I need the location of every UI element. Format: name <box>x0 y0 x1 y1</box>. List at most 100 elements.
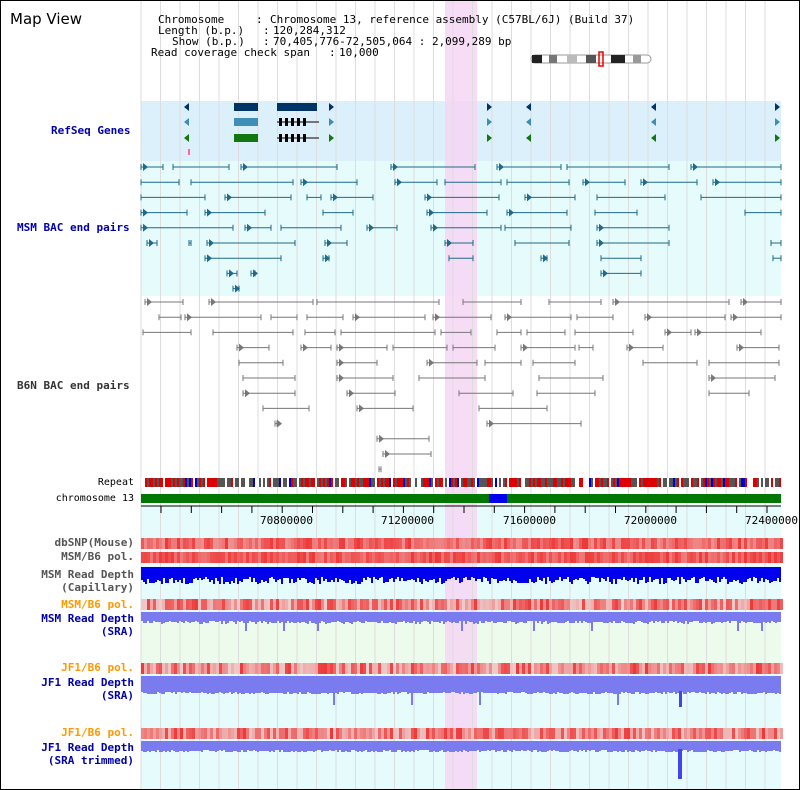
polymorphism-cell <box>447 552 450 563</box>
depth-bar <box>673 612 675 622</box>
depth-bar <box>423 676 425 694</box>
polymorphism-cell <box>732 538 735 549</box>
gene-strand-arrow <box>184 134 189 142</box>
depth-bar <box>629 676 631 693</box>
chromosome-ideogram[interactable] <box>530 51 652 67</box>
track-label-msm-b6-pol-sra[interactable]: MSM/B6 pol. <box>61 598 134 611</box>
depth-bar <box>523 612 525 623</box>
polymorphism-cell <box>501 538 504 549</box>
depth-bar <box>367 567 369 577</box>
depth-bar <box>249 567 251 577</box>
polymorphism-cell <box>222 663 225 674</box>
track-label-msm-bac[interactable]: MSM BAC end pairs <box>17 221 130 234</box>
polymorphism-cell <box>363 552 366 563</box>
polymorphism-cell <box>465 663 468 674</box>
depth-bar <box>185 676 187 693</box>
polymorphism-cell <box>624 538 627 549</box>
track-label-jf1-b6-pol-2[interactable]: JF1/B6 pol. <box>61 726 134 739</box>
depth-bar <box>195 741 197 751</box>
polymorphism-cell <box>678 538 681 549</box>
depth-bar <box>195 567 197 578</box>
depth-bar <box>625 676 627 692</box>
depth-bar <box>699 741 701 752</box>
track-label-msm-depth-sra[interactable]: MSM Read Depth <box>41 612 134 625</box>
polymorphism-cell <box>780 728 783 739</box>
polymorphism-cell <box>483 663 486 674</box>
polymorphism-cell <box>462 599 465 610</box>
polymorphism-cell <box>426 538 429 549</box>
depth-bar <box>169 676 171 692</box>
depth-bar <box>167 741 169 751</box>
polymorphism-cell <box>510 538 513 549</box>
depth-bar <box>535 567 537 582</box>
track-label-b6n-bac[interactable]: B6N BAC end pairs <box>17 379 130 392</box>
bac-end <box>739 343 744 352</box>
polymorphism-cell <box>153 552 156 563</box>
repeat-mark <box>441 478 443 487</box>
depth-bar <box>545 567 547 584</box>
repeat-mark <box>225 478 227 487</box>
polymorphism-cell <box>708 552 711 563</box>
track-label-refseq[interactable]: RefSeq Genes <box>51 124 131 137</box>
depth-bar <box>543 676 545 692</box>
polymorphism-cell <box>297 552 300 563</box>
polymorphism-cell <box>216 599 219 610</box>
polymorphism-cell <box>603 538 606 549</box>
polymorphism-cell <box>558 599 561 610</box>
depth-bar <box>199 612 201 624</box>
polymorphism-cell <box>159 538 162 549</box>
polymorphism-cell <box>264 663 267 674</box>
depth-bar <box>159 741 161 752</box>
depth-bar <box>255 676 257 693</box>
depth-bar <box>567 567 569 577</box>
depth-bar <box>461 676 463 692</box>
depth-bar <box>281 741 283 750</box>
track-label-jf1-b6-pol[interactable]: JF1/B6 pol. <box>61 661 134 674</box>
repeat-mark <box>215 478 217 487</box>
depth-bar <box>159 612 161 622</box>
polymorphism-cell <box>759 538 762 549</box>
read-depth-tracks <box>141 567 781 779</box>
show-value: 70,405,776-72,505,064 : 2,099,289 bp <box>273 35 512 48</box>
depth-bar <box>259 676 261 693</box>
depth-bar <box>679 567 681 584</box>
depth-bar <box>651 676 653 693</box>
depth-bar <box>229 676 231 692</box>
track-label-msm-b6-pol[interactable]: MSM/B6 pol. <box>61 550 134 563</box>
track-label-dbsnp[interactable]: dbSNP(Mouse) <box>54 536 134 549</box>
polymorphism-cell <box>477 663 480 674</box>
polymorphism-cell <box>459 728 462 739</box>
depth-bar <box>537 741 539 752</box>
repeat-mark <box>145 478 147 487</box>
depth-bar <box>673 676 675 692</box>
depth-spike <box>678 749 682 779</box>
depth-bar <box>449 567 451 579</box>
polymorphism-cell <box>339 538 342 549</box>
polymorphism-cell <box>387 552 390 563</box>
depth-bar <box>329 676 331 693</box>
polymorphism-cell <box>597 663 600 674</box>
track-label-jf1-depth-trim[interactable]: JF1 Read Depth <box>41 741 134 754</box>
depth-bar <box>669 612 671 621</box>
depth-bar <box>405 741 407 752</box>
repeat-mark <box>735 478 737 487</box>
polymorphism-cell <box>627 552 630 563</box>
polymorphism-cell <box>258 663 261 674</box>
depth-bar <box>631 676 633 694</box>
polymorphism-cell <box>345 552 348 563</box>
depth-bar <box>549 741 551 750</box>
depth-bar <box>527 612 529 621</box>
bac-end <box>715 178 720 187</box>
track-label-jf1-depth-sra[interactable]: JF1 Read Depth <box>41 676 134 689</box>
depth-bar <box>625 612 627 623</box>
polymorphism-cell <box>528 599 531 610</box>
polymorphism-cell <box>324 663 327 674</box>
track-label-msm-depth-cap[interactable]: MSM Read Depth <box>41 568 134 581</box>
polymorphism-cell <box>432 599 435 610</box>
depth-bar <box>651 567 653 582</box>
polymorphism-cell <box>177 538 180 549</box>
depth-bar <box>385 676 387 694</box>
repeat-mark <box>185 478 187 487</box>
